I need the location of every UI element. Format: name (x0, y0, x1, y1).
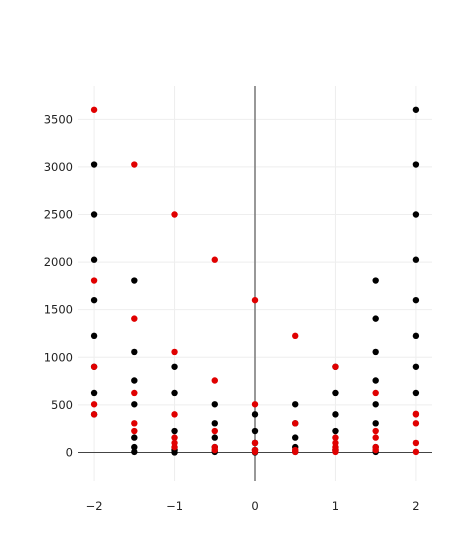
black-data-point (131, 277, 138, 284)
red-data-point (372, 434, 379, 441)
black-data-point (251, 427, 259, 435)
red-data-point (211, 256, 218, 263)
y-tick-label: 0 (66, 445, 73, 459)
red-data-point (211, 446, 218, 454)
black-data-point (171, 389, 178, 397)
y-tick-label: 1000 (44, 350, 73, 364)
red-data-point (412, 448, 420, 456)
black-data-point (90, 211, 98, 218)
red-data-point (131, 420, 138, 427)
black-data-point (412, 211, 420, 218)
black-data-point (171, 449, 178, 456)
black-data-point (131, 443, 138, 451)
black-data-point (332, 411, 339, 418)
black-data-point (292, 401, 299, 408)
black-data-point (372, 315, 379, 322)
black-data-point (332, 427, 339, 435)
red-data-point (90, 401, 98, 408)
tick-label-layer: −2 −1 0 1 2 0 500 1000 1500 2000 2500 3000 3500 (44, 112, 420, 513)
red-data-point (90, 363, 98, 370)
black-data-point (211, 420, 218, 427)
black-data-point (90, 256, 98, 263)
red-data-point (251, 296, 259, 304)
black-data-point (90, 389, 98, 397)
black-data-point (372, 401, 379, 408)
y-tick-label: 500 (51, 398, 73, 412)
black-data-point (131, 377, 138, 384)
black-data-point (412, 363, 420, 370)
black-data-point (332, 389, 339, 397)
red-data-point (131, 315, 138, 322)
black-data-point (90, 161, 98, 168)
red-data-point (292, 332, 299, 340)
black-data-point (211, 401, 218, 408)
red-data-point (372, 446, 379, 454)
black-data-point (131, 401, 138, 408)
black-data-point (372, 377, 379, 384)
red-data-point (171, 411, 178, 418)
y-tick-label: 3000 (44, 160, 73, 174)
black-data-point (251, 411, 259, 418)
black-data-point (412, 389, 420, 397)
red-data-point (332, 363, 339, 370)
x-tick-label: 0 (251, 499, 258, 513)
red-data-point (171, 434, 178, 441)
red-data-point (412, 420, 420, 427)
black-data-point (372, 277, 379, 284)
black-data-point (131, 348, 138, 356)
red-data-point (171, 348, 178, 356)
red-data-point (211, 377, 218, 384)
black-data-point (90, 332, 98, 340)
red-data-point (131, 389, 138, 397)
red-data-point (251, 448, 259, 456)
red-data-point (211, 427, 218, 435)
red-data-point (372, 427, 379, 435)
black-data-point (171, 363, 178, 370)
black-data-point (131, 434, 138, 441)
red-data-point (171, 443, 178, 451)
y-tick-label: 1500 (44, 303, 73, 317)
y-tick-label: 2000 (44, 255, 73, 269)
black-data-point (211, 434, 218, 441)
red-data-point (251, 401, 259, 408)
x-tick-label: −2 (86, 499, 103, 513)
black-data-point (412, 256, 420, 263)
axis-layer (78, 86, 432, 481)
y-tick-label: 2500 (44, 207, 73, 221)
x-tick-label: −1 (166, 499, 183, 513)
black-data-point (171, 427, 178, 435)
black-data-point (412, 332, 420, 340)
black-data-point (412, 296, 420, 304)
red-data-point (90, 277, 98, 284)
y-tick-label: 3500 (44, 112, 73, 126)
red-data-point (412, 439, 420, 447)
black-data-point (412, 106, 420, 113)
x-tick-label: 2 (412, 499, 419, 513)
red-data-point (332, 434, 339, 441)
red-data-point (251, 439, 259, 447)
black-data-point (292, 434, 299, 441)
red-data-point (372, 389, 379, 397)
black-data-point (372, 348, 379, 356)
x-tick-label: 1 (332, 499, 339, 513)
red-data-point (90, 411, 98, 418)
red-data-point (332, 448, 339, 456)
black-data-point (90, 296, 98, 304)
red-data-point (131, 427, 138, 435)
red-data-point (90, 106, 98, 113)
black-data-point (412, 161, 420, 168)
red-data-point (131, 161, 138, 168)
red-data-point (171, 211, 178, 218)
red-data-point (292, 420, 299, 427)
black-data-point (372, 420, 379, 427)
red-data-point (292, 448, 299, 456)
black-data-point (131, 448, 138, 456)
points-layer (90, 106, 420, 456)
red-data-point (412, 411, 420, 418)
